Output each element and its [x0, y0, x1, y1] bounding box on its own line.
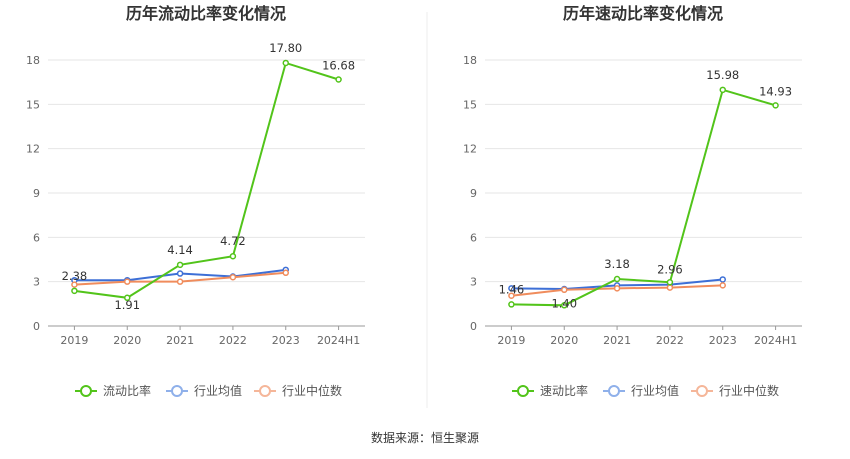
legend-label: 流动比率 — [103, 383, 151, 398]
legend-label: 行业中位数 — [719, 383, 779, 398]
data-point — [71, 287, 78, 295]
data-point — [508, 292, 515, 299]
data-label: 2.38 — [62, 269, 88, 283]
series-line — [74, 61, 339, 299]
y-tick-label: 18 — [26, 54, 40, 67]
x-tick-label: 2024H1 — [317, 334, 360, 347]
legend-item[interactable]: 行业均值 — [603, 383, 679, 398]
y-tick-label: 12 — [463, 143, 477, 156]
legend-item[interactable]: 速动比率 — [512, 383, 588, 398]
y-tick-label: 9 — [33, 187, 40, 200]
y-tick-label: 6 — [33, 231, 40, 244]
data-label: 15.98 — [706, 68, 739, 82]
x-tick-label: 2022 — [656, 334, 684, 347]
x-tick-label: 2019 — [497, 334, 525, 347]
chart-panel-2: 历年速动比率变化情况 0 3 6 9 12 15 18 2019 2020 2021 2022 2023… — [463, 4, 802, 398]
data-point — [613, 285, 621, 292]
x-tick-label: 2023 — [709, 334, 737, 347]
x-tick-label: 2020 — [550, 334, 578, 347]
data-label: 3.18 — [604, 257, 630, 271]
legend-item[interactable]: 行业中位数 — [254, 383, 342, 398]
series-line — [511, 88, 776, 307]
data-point — [282, 59, 289, 67]
data-point — [561, 302, 568, 309]
x-tick-label: 2019 — [60, 334, 88, 347]
x-tick-label: 2021 — [603, 334, 631, 347]
data-point — [508, 285, 515, 292]
y-tick-label: 6 — [470, 231, 477, 244]
x-tick-label: 2021 — [166, 334, 194, 347]
data-point — [613, 275, 621, 283]
y-tick-label: 12 — [26, 143, 40, 156]
data-label: 4.14 — [167, 243, 193, 257]
y-tick-label: 15 — [463, 98, 477, 111]
data-label: 17.80 — [269, 41, 302, 55]
x-tick-label: 2023 — [272, 334, 300, 347]
y-tick-label: 3 — [33, 276, 40, 289]
x-tick-label: 2020 — [113, 334, 141, 347]
data-point — [176, 261, 184, 269]
data-point — [282, 269, 289, 277]
y-tick-label: 9 — [470, 187, 477, 200]
legend-item[interactable]: 行业均值 — [166, 383, 242, 398]
data-label: 14.93 — [759, 84, 792, 98]
data-point — [176, 270, 184, 277]
data-point — [124, 278, 131, 285]
legend-label: 行业均值 — [194, 383, 242, 398]
x-tick-label: 2022 — [219, 334, 247, 347]
data-point — [176, 278, 184, 285]
data-point — [229, 252, 237, 260]
data-label: 1.91 — [114, 298, 140, 312]
legend-label: 速动比率 — [540, 383, 588, 398]
y-tick-label: 15 — [26, 98, 40, 111]
data-point — [508, 301, 515, 308]
chart-panel-1: 历年流动比率变化情况 0 3 6 9 12 15 18 2019 2020 2021 2022 2023… — [26, 4, 365, 398]
data-point — [666, 284, 674, 291]
y-tick-label: 0 — [470, 320, 477, 333]
legend-item[interactable]: 流动比率 — [75, 383, 151, 398]
legend-label: 行业均值 — [631, 383, 679, 398]
y-tick-label: 3 — [470, 276, 477, 289]
legend-marker-icon — [608, 385, 620, 397]
chart-title: 历年速动比率变化情况 — [563, 4, 723, 23]
legend-marker-icon — [171, 385, 183, 397]
data-label: 1.46 — [499, 282, 525, 296]
legend-marker-icon — [259, 385, 271, 397]
y-tick-label: 18 — [463, 54, 477, 67]
legend-marker-icon — [696, 385, 708, 397]
data-point — [719, 276, 726, 283]
data-label: 1.40 — [551, 296, 577, 310]
source-note: 数据来源：恒生聚源 — [371, 430, 479, 445]
y-tick-label: 0 — [33, 320, 40, 333]
data-label: 4.72 — [220, 234, 246, 248]
legend-marker-icon — [80, 385, 92, 397]
data-point — [335, 76, 342, 83]
data-label: 2.96 — [657, 262, 683, 276]
data-point — [229, 273, 237, 281]
data-point — [719, 86, 726, 94]
data-point — [719, 282, 726, 289]
data-point — [561, 286, 568, 294]
data-point — [124, 294, 131, 302]
chart-title: 历年流动比率变化情况 — [126, 4, 286, 23]
data-point — [71, 281, 78, 288]
x-tick-label: 2024H1 — [754, 334, 797, 347]
data-point — [666, 279, 674, 286]
data-label: 16.68 — [322, 59, 355, 73]
legend-label: 行业中位数 — [282, 383, 342, 398]
legend-item[interactable]: 行业中位数 — [691, 383, 779, 398]
legend-marker-icon — [517, 385, 529, 397]
data-point — [772, 102, 779, 109]
